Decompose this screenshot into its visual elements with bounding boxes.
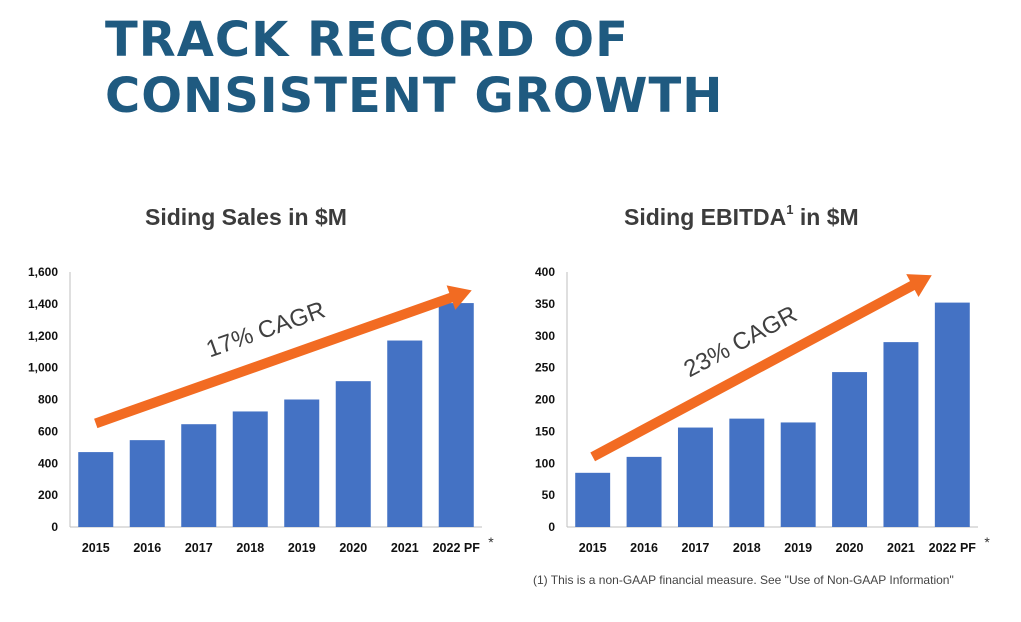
ebitda-chart-title: Siding EBITDA1 in $M	[624, 202, 859, 231]
sales-x-tick-label: 2020	[339, 541, 367, 555]
sales-y-tick-label: 400	[38, 456, 58, 470]
footnote: (1) This is a non-GAAP financial measure…	[533, 573, 954, 587]
sales-y-tick-label: 1,600	[28, 265, 58, 279]
sales-y-tick-label: 600	[38, 424, 58, 438]
sales-x-tick-label: 2017	[185, 541, 213, 555]
sales-x-tick-label: 2018	[236, 541, 264, 555]
sales-cagr-arrow	[94, 285, 472, 429]
sales-y-tick-label: 1,400	[28, 297, 58, 311]
sales-y-tick-label: 1,000	[28, 361, 58, 375]
sales-asterisk: *	[488, 534, 494, 550]
ebitda-title-main: Siding EBITDA	[624, 204, 787, 230]
sales-bar-2015	[78, 452, 114, 527]
sales-bar-2020	[335, 381, 371, 527]
sales-bar-2016	[129, 440, 165, 527]
sales-cagr-label: 17% CAGR	[203, 296, 329, 363]
page-title: TRACK RECORD OF CONSISTENT GROWTH	[105, 12, 723, 124]
sales-bar-2019	[284, 399, 320, 527]
sales-bar-2017	[181, 424, 217, 527]
sales-bar-2022-pf	[438, 303, 474, 527]
page-title-line1: TRACK RECORD OF	[105, 12, 629, 68]
sales-x-tick-label: 2015	[82, 541, 110, 555]
sales-y-tick-label: 800	[38, 393, 58, 407]
sales-y-tick-label: 0	[51, 520, 58, 534]
page-title-line2: CONSISTENT GROWTH	[105, 68, 724, 124]
sales-x-tick-label: 2021	[391, 541, 419, 555]
sales-y-tick-label: 200	[38, 488, 58, 502]
sales-x-tick-label: 2022 PF	[433, 541, 481, 555]
sales-bar-2021	[387, 340, 423, 527]
sales-bar-2018	[232, 411, 268, 527]
sales-x-tick-label: 2016	[133, 541, 161, 555]
ebitda-title-rest: in $M	[793, 204, 859, 230]
sales-y-tick-label: 1,200	[28, 329, 58, 343]
sales-chart-title: Siding Sales in $M	[145, 204, 347, 230]
sales-x-tick-label: 2019	[288, 541, 316, 555]
ebitda-title-footnote-mark: 1	[786, 202, 794, 217]
